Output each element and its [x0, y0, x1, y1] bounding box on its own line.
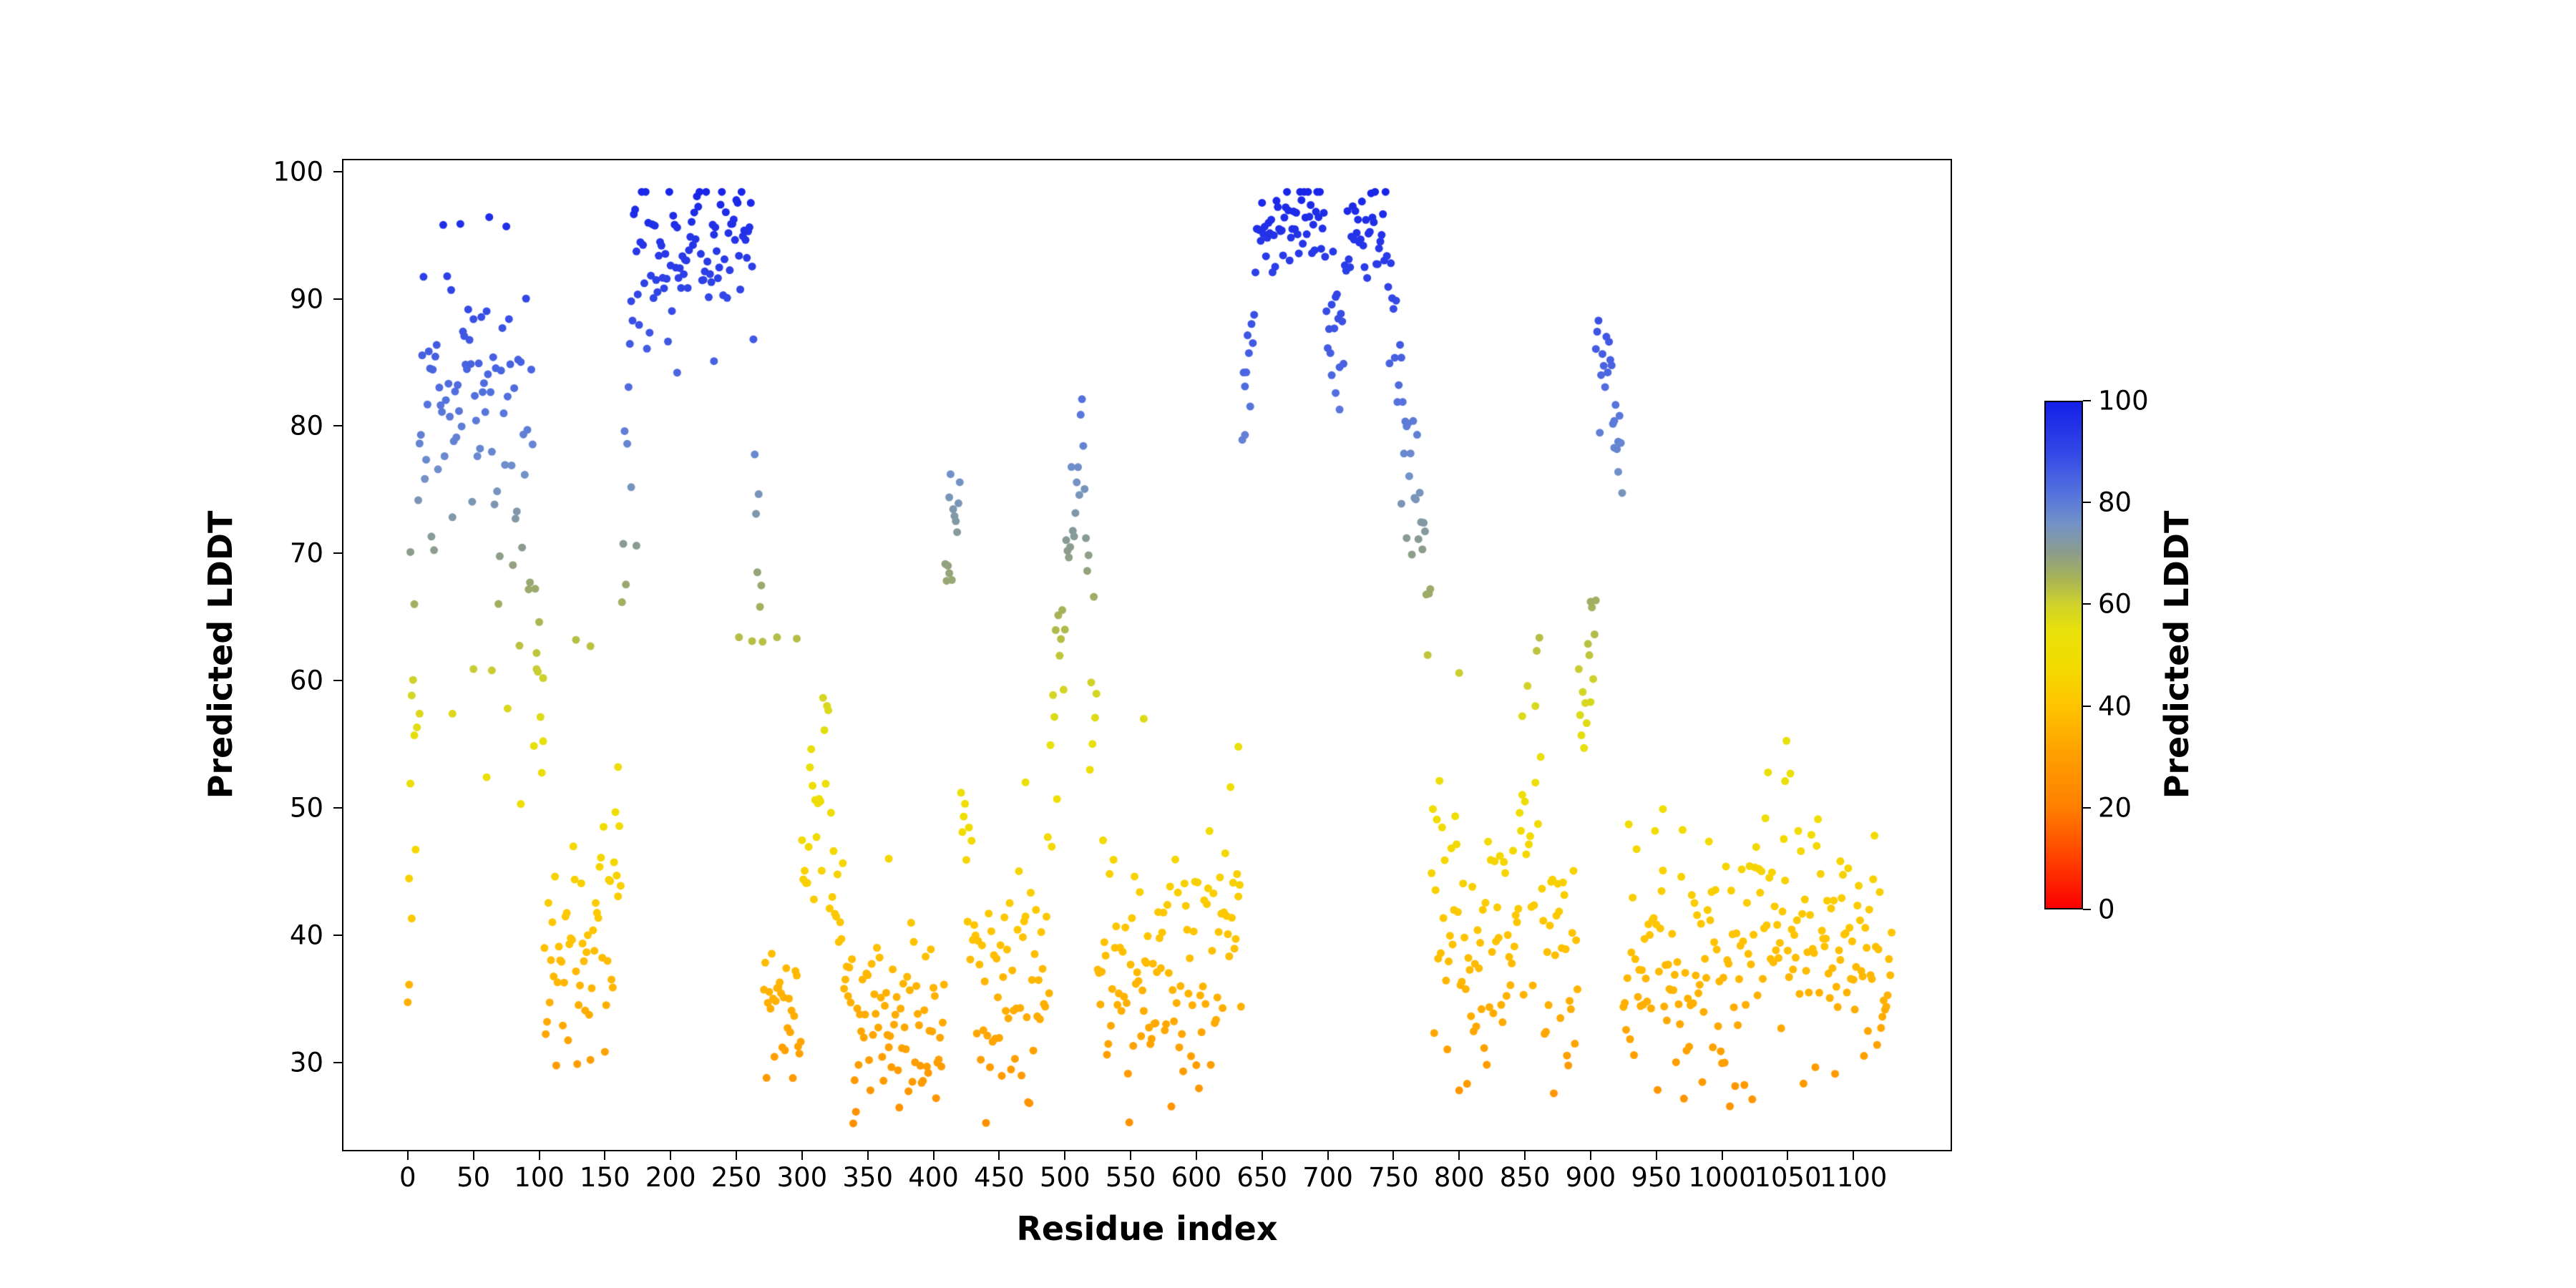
colorbar-tick-mark [2083, 806, 2091, 809]
colorbar-tick-mark [2083, 400, 2091, 401]
x-tick-label: 150 [580, 1162, 630, 1193]
x-tick-mark [1787, 1151, 1789, 1160]
colorbar-gradient [2044, 401, 2083, 909]
x-tick-mark [1195, 1151, 1197, 1160]
x-tick-mark [1327, 1151, 1329, 1160]
colorbar-tick-label: 60 [2098, 588, 2132, 620]
y-tick-mark [333, 170, 342, 172]
x-tick-mark [1589, 1151, 1591, 1160]
y-tick-mark [333, 425, 342, 427]
colorbar-tick-mark [2083, 909, 2091, 910]
colorbar-tick-label: 0 [2098, 894, 2115, 925]
x-tick-label: 500 [1039, 1162, 1091, 1193]
x-tick-label: 350 [842, 1162, 893, 1193]
y-tick-mark [333, 298, 342, 300]
x-tick-label: 200 [645, 1162, 696, 1193]
y-tick-label: 80 [289, 410, 323, 441]
x-tick-mark [1261, 1151, 1263, 1160]
x-tick-label: 600 [1171, 1162, 1222, 1193]
x-tick-mark [801, 1151, 803, 1160]
x-tick-mark [472, 1151, 474, 1160]
x-tick-label: 1000 [1688, 1162, 1756, 1193]
y-tick-label: 30 [289, 1047, 323, 1078]
x-tick-mark [998, 1151, 1000, 1160]
y-tick-label: 50 [289, 792, 323, 824]
x-tick-mark [932, 1151, 935, 1160]
y-tick-label: 60 [289, 665, 323, 696]
colorbar-tick-label: 20 [2098, 792, 2132, 824]
x-tick-label: 0 [399, 1162, 416, 1193]
colorbar-label: Predicted LDDT [2157, 510, 2196, 799]
colorbar-tick-label: 80 [2098, 487, 2132, 518]
x-tick-label: 950 [1631, 1162, 1682, 1193]
y-tick-label: 90 [289, 283, 323, 315]
x-tick-label: 100 [514, 1162, 565, 1193]
x-tick-mark [670, 1151, 672, 1160]
x-tick-label: 450 [974, 1162, 1025, 1193]
y-tick-label: 70 [289, 537, 323, 569]
x-tick-label: 650 [1236, 1162, 1288, 1193]
x-tick-mark [1655, 1151, 1657, 1160]
y-tick-mark [333, 806, 342, 809]
x-tick-mark [538, 1151, 540, 1160]
x-tick-mark [1721, 1151, 1723, 1160]
x-tick-label: 1100 [1820, 1162, 1888, 1193]
x-tick-mark [1458, 1151, 1460, 1160]
x-tick-label: 400 [908, 1162, 959, 1193]
colorbar-tick-mark [2083, 603, 2091, 605]
x-tick-mark [406, 1151, 409, 1160]
x-tick-mark [736, 1151, 738, 1160]
colorbar-tick-label: 100 [2098, 385, 2149, 416]
plot-area [342, 159, 1952, 1151]
x-tick-mark [867, 1151, 869, 1160]
y-tick-mark [333, 934, 342, 936]
x-tick-mark [1064, 1151, 1066, 1160]
x-axis-label: Residue index [1016, 1209, 1278, 1248]
x-tick-label: 50 [457, 1162, 491, 1193]
colorbar-tick-label: 40 [2098, 691, 2132, 722]
x-tick-mark [1130, 1151, 1132, 1160]
x-tick-label: 900 [1565, 1162, 1616, 1193]
x-tick-label: 850 [1499, 1162, 1551, 1193]
x-tick-label: 750 [1368, 1162, 1419, 1193]
x-tick-label: 250 [711, 1162, 762, 1193]
y-tick-mark [333, 552, 342, 555]
y-tick-mark [333, 1061, 342, 1063]
x-tick-label: 550 [1105, 1162, 1156, 1193]
x-tick-mark [1524, 1151, 1526, 1160]
x-tick-mark [1392, 1151, 1395, 1160]
y-tick-label: 40 [289, 919, 323, 951]
y-tick-label: 100 [273, 156, 323, 187]
scatter-points [343, 160, 1951, 1150]
x-tick-label: 800 [1433, 1162, 1485, 1193]
x-tick-label: 1050 [1754, 1162, 1822, 1193]
colorbar-tick-mark [2083, 502, 2091, 504]
x-tick-label: 300 [776, 1162, 828, 1193]
y-axis-label: Predicted LDDT [201, 510, 240, 799]
colorbar-tick-mark [2083, 705, 2091, 707]
y-tick-mark [333, 680, 342, 682]
x-tick-label: 700 [1302, 1162, 1353, 1193]
x-tick-mark [1853, 1151, 1855, 1160]
x-tick-mark [604, 1151, 606, 1160]
